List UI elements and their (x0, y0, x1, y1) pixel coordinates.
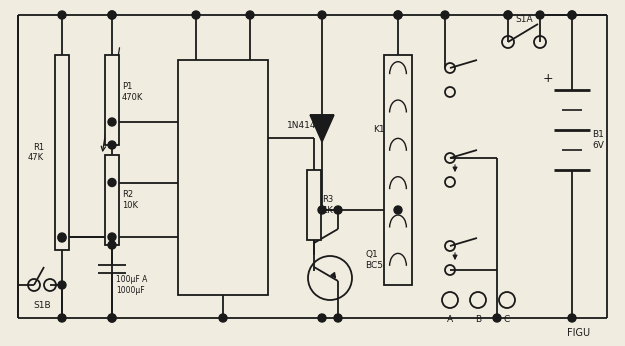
Circle shape (108, 11, 116, 19)
Text: R1
47K: R1 47K (28, 143, 44, 162)
Text: +: + (542, 72, 553, 84)
Circle shape (58, 314, 66, 322)
Text: 1N4148: 1N4148 (287, 120, 322, 129)
Bar (105, 55, 119, 145)
Text: 4: 4 (253, 73, 259, 82)
Circle shape (493, 314, 501, 322)
Circle shape (108, 179, 116, 186)
Circle shape (108, 314, 116, 322)
Circle shape (318, 11, 326, 19)
Text: K1: K1 (373, 126, 384, 135)
Text: R2
10K: R2 10K (122, 190, 138, 210)
Text: S1B: S1B (33, 300, 51, 310)
Circle shape (441, 11, 449, 19)
Text: 5 5 5: 5 5 5 (210, 182, 236, 192)
Bar (55, 55, 69, 250)
Circle shape (58, 234, 66, 242)
Circle shape (394, 11, 402, 19)
Bar (307, 170, 321, 240)
Circle shape (568, 314, 576, 322)
Circle shape (394, 11, 402, 19)
Text: 1: 1 (221, 275, 226, 284)
Circle shape (108, 314, 116, 322)
Circle shape (504, 11, 512, 19)
Text: 3: 3 (253, 133, 258, 142)
Text: Q1
BC548: Q1 BC548 (365, 250, 394, 270)
Circle shape (568, 11, 576, 19)
Circle shape (219, 314, 227, 322)
Text: P1
470K: P1 470K (122, 82, 143, 102)
Text: 6: 6 (188, 116, 193, 125)
Circle shape (108, 241, 116, 249)
Text: 8: 8 (188, 73, 192, 82)
Bar (105, 155, 119, 245)
Text: 7: 7 (188, 178, 193, 187)
Circle shape (394, 206, 402, 214)
Text: B1
6V: B1 6V (592, 130, 604, 150)
Circle shape (58, 11, 66, 19)
Circle shape (108, 118, 116, 126)
Text: 100μF A
1000μF: 100μF A 1000μF (116, 275, 148, 295)
Text: A: A (447, 316, 453, 325)
Circle shape (334, 206, 342, 214)
Circle shape (536, 11, 544, 19)
Circle shape (568, 11, 576, 19)
Text: S1A: S1A (515, 16, 532, 25)
Bar (384, 55, 412, 285)
Circle shape (246, 11, 254, 19)
Text: FIGU: FIGU (567, 328, 590, 338)
Text: C: C (504, 316, 510, 325)
Text: 2: 2 (188, 230, 193, 239)
Circle shape (334, 314, 342, 322)
Text: R3
1K: R3 1K (322, 195, 333, 215)
Circle shape (108, 233, 116, 241)
Circle shape (108, 11, 116, 19)
Circle shape (318, 206, 326, 214)
Circle shape (504, 11, 512, 19)
Circle shape (58, 281, 66, 289)
Circle shape (318, 314, 326, 322)
Text: B: B (475, 316, 481, 325)
Circle shape (192, 11, 200, 19)
Circle shape (58, 233, 66, 241)
Circle shape (108, 141, 116, 149)
Bar (178, 60, 268, 295)
Polygon shape (310, 115, 334, 142)
Text: CI-1: CI-1 (213, 157, 233, 167)
